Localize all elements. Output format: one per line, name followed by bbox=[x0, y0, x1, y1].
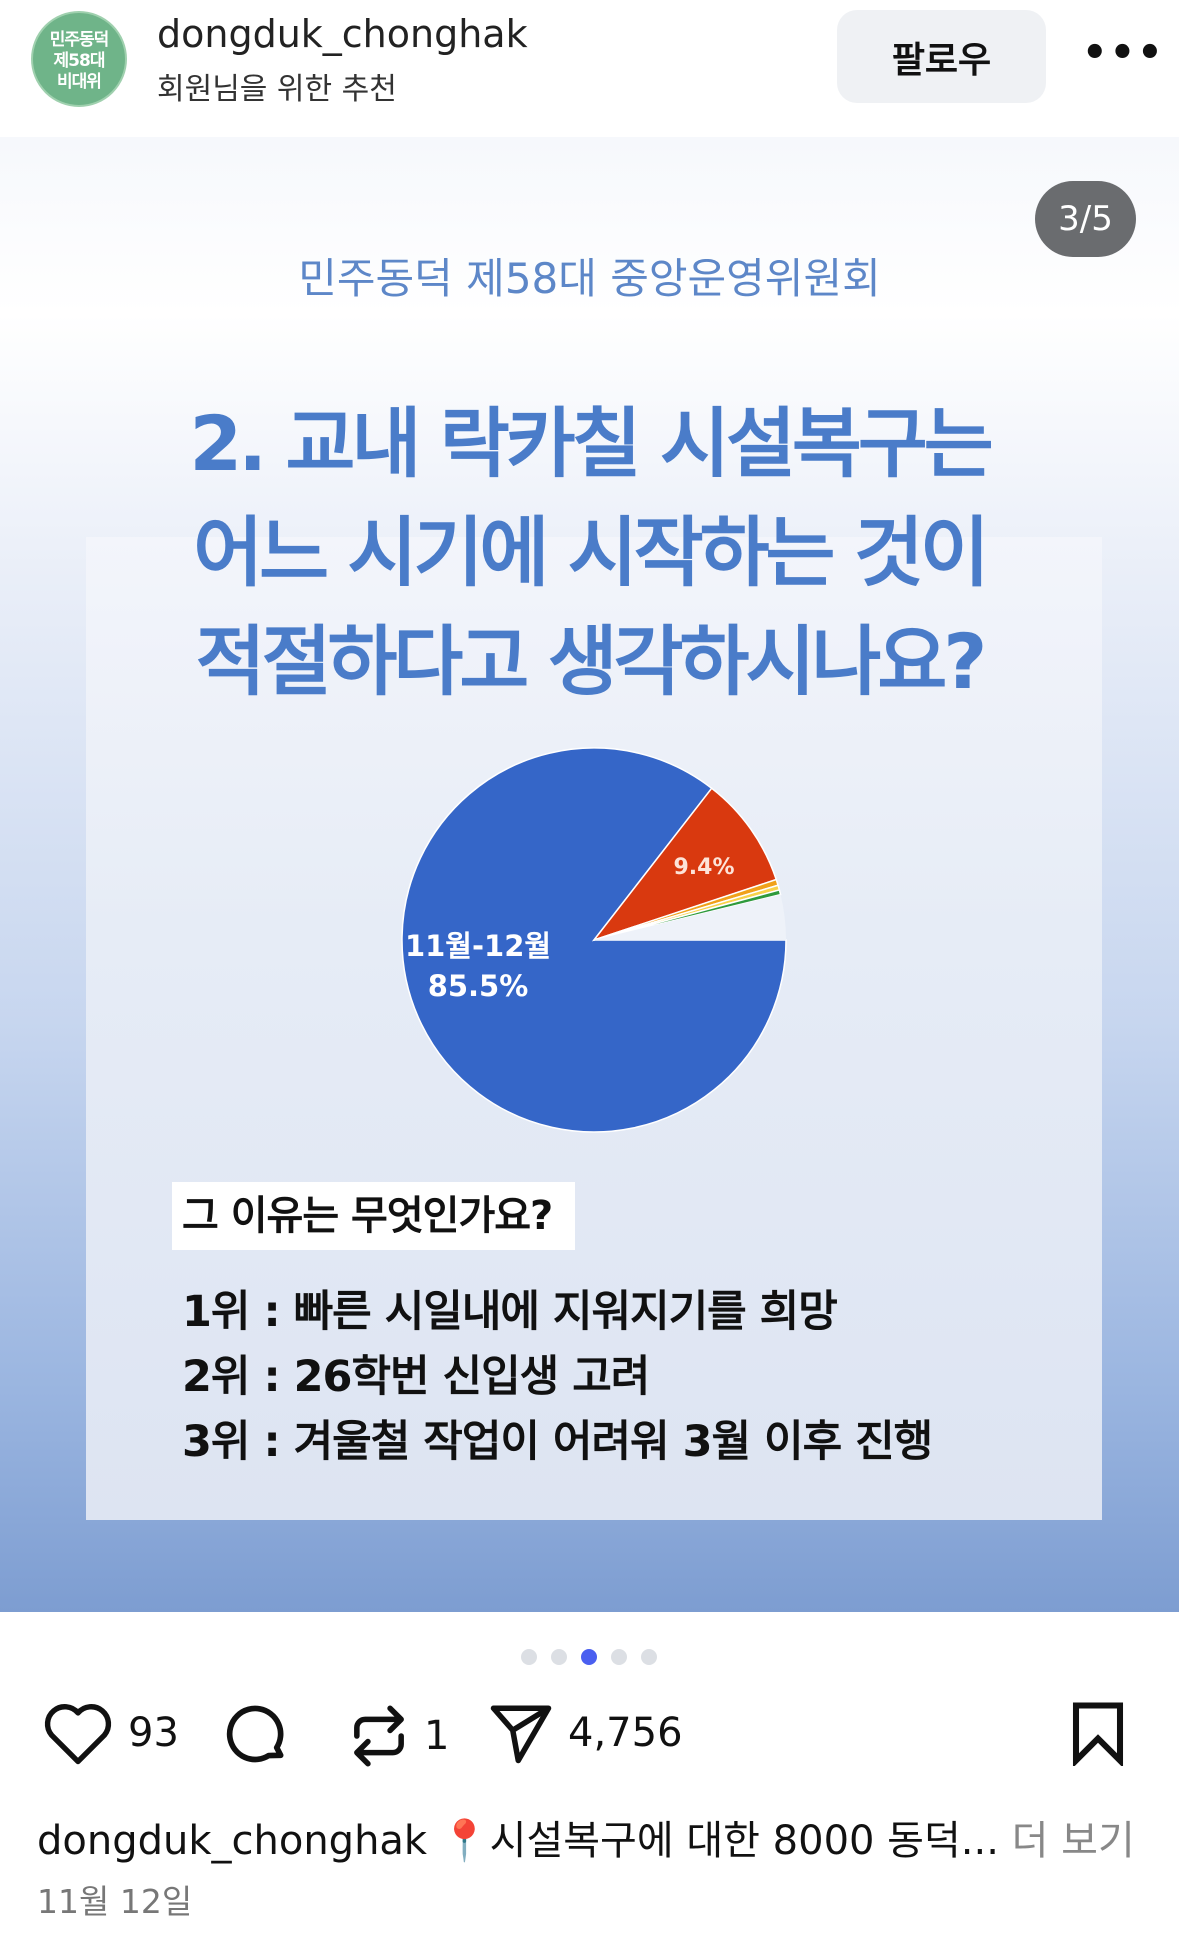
question-title-line: 어느 시기에 시작하는 것이 bbox=[193, 508, 990, 597]
carousel-dot[interactable] bbox=[611, 1649, 627, 1665]
caption[interactable]: dongduk_chonghak 📍시설복구에 대한 8000 동덕... 더 … bbox=[37, 1808, 1135, 1866]
more-link[interactable]: 더 보기 bbox=[1011, 1818, 1135, 1864]
avatar-text: 제58대 bbox=[53, 51, 106, 71]
bookmark-button[interactable] bbox=[1070, 1700, 1126, 1766]
pie-slice bbox=[591, 787, 778, 942]
carousel-dot[interactable] bbox=[641, 1649, 657, 1665]
heart-icon bbox=[44, 1704, 112, 1765]
comment-button[interactable] bbox=[224, 1700, 292, 1768]
more-horizontal-icon[interactable]: ••• bbox=[1082, 30, 1165, 76]
pie-slice bbox=[401, 747, 787, 1133]
post-date: 11월 12일 bbox=[37, 1882, 193, 1921]
bookmark-icon bbox=[1072, 1702, 1124, 1766]
question-title-line: 2. 교내 락카칠 시설복구는 bbox=[189, 399, 993, 488]
post-image[interactable]: 3/5 민주동덕 제58대 중앙운영위원회 2. 교내 락카칠 시설복구는 어느… bbox=[0, 137, 1179, 1612]
avatar-text: 민주동덕 bbox=[49, 30, 110, 50]
pin-icon: 📍 bbox=[439, 1818, 490, 1864]
organization-name: 민주동덕 제58대 중앙운영위원회 bbox=[298, 254, 881, 303]
username[interactable]: dongduk_chonghak bbox=[157, 12, 528, 56]
slice-label: 11월-12월 bbox=[405, 929, 551, 963]
repost-count: 1 bbox=[424, 1713, 450, 1759]
question-title-line: 적절하다고 생각하시나요? bbox=[195, 617, 988, 706]
avatar[interactable]: 민주동덕 제58대 비대위 bbox=[31, 11, 127, 107]
caption-text: 시설복구에 대한 8000 동덕... bbox=[489, 1818, 999, 1864]
share-button[interactable]: 4,756 bbox=[488, 1700, 683, 1766]
repost-icon bbox=[354, 1705, 404, 1767]
follow-button[interactable]: 팔로우 bbox=[837, 10, 1046, 103]
rank-item: 1위 : 빠른 시일내에 지워지기를 희망 bbox=[182, 1287, 838, 1337]
comment-icon bbox=[226, 1705, 284, 1763]
recommendation-label: 회원님을 위한 추천 bbox=[157, 72, 397, 107]
pie-slice bbox=[593, 888, 782, 941]
slice-value-label: 9.4% bbox=[673, 855, 734, 880]
carousel-dot-active[interactable] bbox=[581, 1649, 597, 1665]
caption-username[interactable]: dongduk_chonghak bbox=[37, 1818, 428, 1864]
pie-slice bbox=[594, 894, 786, 940]
carousel-dot[interactable] bbox=[521, 1649, 537, 1665]
pie-chart: 11월-12월 85.5% 9.4% bbox=[401, 747, 787, 1133]
carousel-dot[interactable] bbox=[551, 1649, 567, 1665]
repost-button[interactable]: 1 bbox=[348, 1700, 449, 1772]
like-count: 93 bbox=[128, 1710, 179, 1756]
send-icon bbox=[490, 1705, 552, 1764]
rank-item: 2위 : 26학번 신입생 고려 bbox=[182, 1352, 650, 1402]
slice-value-label: 85.5% bbox=[428, 969, 529, 1003]
share-count: 4,756 bbox=[568, 1710, 683, 1756]
avatar-text: 비대위 bbox=[57, 72, 102, 92]
slide-counter: 3/5 bbox=[1035, 181, 1136, 257]
rank-item: 3위 : 겨울철 작업이 어려워 3월 이후 진행 bbox=[182, 1417, 933, 1467]
like-button[interactable]: 93 bbox=[42, 1700, 179, 1766]
reason-question: 그 이유는 무엇인가요? bbox=[172, 1182, 575, 1250]
